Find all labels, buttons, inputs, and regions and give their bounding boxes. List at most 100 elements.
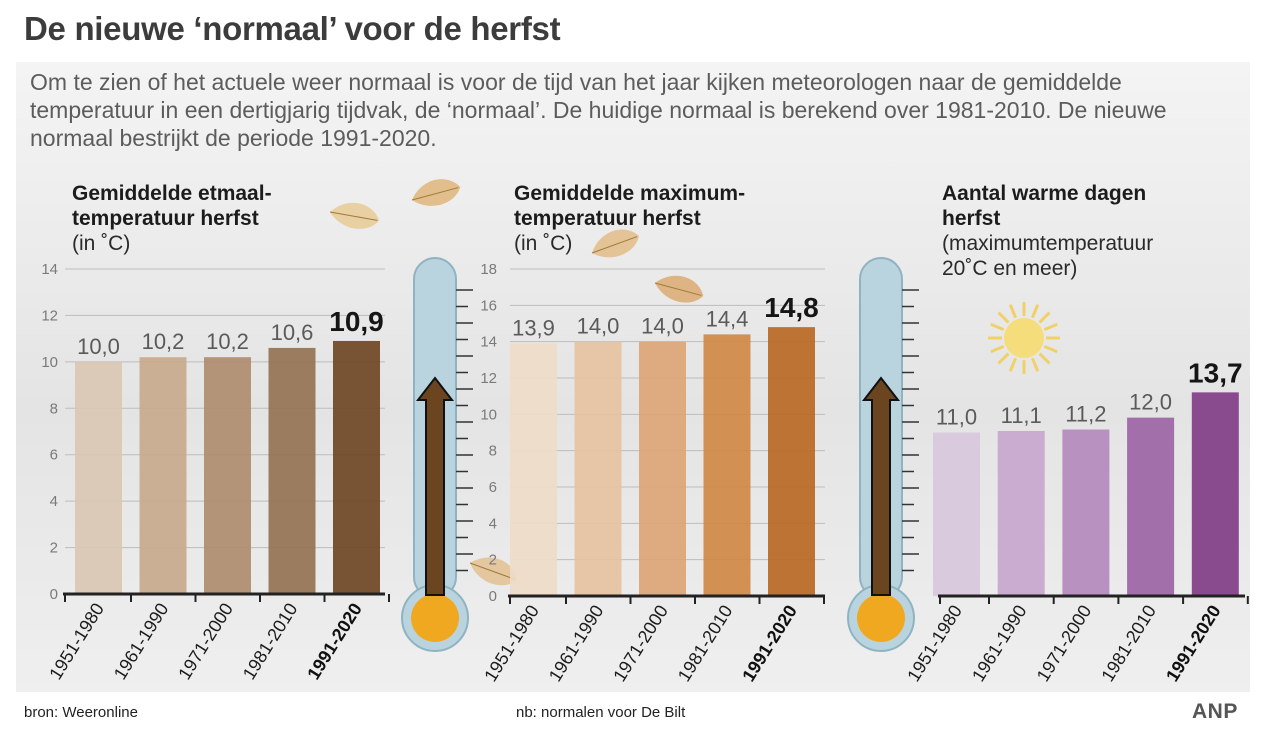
source-note: bron: Weeronline	[24, 704, 138, 721]
y-tick-label: 8	[50, 400, 58, 417]
leaf-icon	[654, 275, 704, 303]
page-title: De nieuwe ‘normaal’ voor de herfst	[24, 10, 561, 47]
y-tick-label: 10	[41, 354, 58, 371]
bar	[1191, 392, 1239, 596]
chart-title-line: Aantal warme dagen	[942, 182, 1146, 205]
chart-warme-dagen: Aantal warme dagenherfst(maximumtemperat…	[903, 182, 1249, 686]
data-label: 13,7	[1188, 357, 1243, 388]
category-label: 1991-2020	[1162, 602, 1225, 686]
sun-ray	[997, 311, 1010, 324]
chart-title-line: Gemiddelde etmaal-	[72, 182, 272, 205]
bar	[574, 341, 622, 596]
leaf-vein	[654, 282, 702, 296]
data-label: 10,2	[206, 329, 249, 354]
y-tick-label: 4	[489, 515, 497, 532]
category-label: 1991-2020	[303, 600, 366, 684]
leaf-icon	[469, 557, 517, 586]
bar	[1062, 429, 1110, 596]
bar	[139, 357, 187, 594]
sun-icon	[988, 302, 1060, 374]
data-label: 12,0	[1129, 390, 1172, 415]
chart-maximum-temperatuur: Gemiddelde maximum-temperatuur herfst(in…	[480, 182, 825, 685]
y-tick-label: 10	[480, 406, 497, 423]
data-label: 10,2	[142, 329, 185, 354]
thermometer-icon	[401, 257, 473, 652]
footnote: nb: normalen voor De Bilt	[516, 704, 686, 721]
leaf-shape	[330, 202, 380, 229]
chart-subtitle-line: 20˚C en meer)	[942, 257, 1077, 280]
category-label: 1961-1990	[545, 602, 608, 686]
data-label: 14,0	[577, 314, 620, 339]
sun-ray	[1008, 304, 1017, 319]
bar	[268, 347, 316, 594]
sun-ray	[1031, 304, 1040, 319]
y-tick-label: 2	[50, 540, 58, 557]
data-label: 13,9	[512, 315, 555, 340]
leaf-icon	[591, 229, 639, 258]
y-tick-label: 0	[50, 586, 58, 603]
thermometer-bulb-fill	[411, 594, 459, 642]
bar	[1127, 417, 1175, 596]
category-label: 1971-2000	[174, 600, 237, 684]
sun-ray	[1031, 357, 1040, 372]
category-label: 1951-1980	[45, 600, 108, 684]
category-label: 1961-1990	[110, 600, 173, 684]
arrow-up-icon	[415, 376, 455, 596]
sun-ray	[990, 322, 1005, 331]
bar	[933, 432, 980, 596]
category-label: 1991-2020	[738, 602, 801, 686]
sun-disc	[1004, 318, 1044, 358]
category-label: 1981-2010	[674, 602, 737, 686]
leaf-vein	[591, 236, 638, 254]
data-label: 10,6	[271, 320, 314, 345]
sun-ray	[1043, 322, 1058, 331]
thermometer-icon	[847, 257, 919, 652]
y-tick-label: 14	[480, 334, 497, 351]
sun-ray	[1008, 357, 1017, 372]
y-tick-label: 12	[41, 307, 58, 324]
leaf-icon	[411, 179, 461, 206]
chart-title-line: temperatuur herfst	[514, 207, 701, 230]
chart-subtitle-line: (in ˚C)	[72, 232, 130, 255]
data-label: 11,0	[936, 405, 977, 430]
sun-ray	[1038, 352, 1051, 365]
arrow-up-icon	[861, 376, 901, 596]
leaf-vein	[411, 187, 459, 201]
category-label: 1971-2000	[609, 602, 672, 686]
y-tick-label: 2	[489, 552, 497, 569]
y-tick-label: 14	[41, 261, 58, 278]
data-label: 10,0	[77, 334, 120, 359]
anp-logo: ANP	[1192, 700, 1238, 723]
chart-etmaal-temperatuur: Gemiddelde etmaal-temperatuur herfst(in …	[41, 182, 390, 684]
chart-subtitle-line: (in ˚C)	[514, 232, 572, 255]
bar	[703, 334, 751, 596]
leaf-vein	[329, 211, 378, 221]
y-tick-label: 16	[480, 297, 497, 314]
chart-subtitle-line: (maximumtemperatuur	[942, 232, 1153, 255]
bar	[768, 327, 815, 596]
bar	[639, 341, 686, 596]
data-label: 10,9	[329, 306, 384, 337]
bar	[204, 357, 251, 594]
bar	[333, 340, 380, 594]
category-label: 1961-1990	[968, 602, 1031, 686]
chart-title-line: herfst	[942, 207, 1000, 230]
thermometer-bulb-fill	[857, 594, 905, 642]
data-label: 14,0	[641, 314, 684, 339]
y-tick-label: 4	[50, 493, 58, 510]
leaf-shape	[412, 179, 461, 206]
data-label: 11,1	[1001, 403, 1042, 428]
sun-ray	[997, 352, 1010, 365]
sun-ray	[990, 345, 1005, 354]
category-label: 1971-2000	[1033, 602, 1096, 686]
leaf-shape	[592, 229, 639, 258]
data-label: 14,4	[706, 306, 749, 331]
chart-title-line: temperatuur herfst	[72, 207, 259, 230]
bar	[510, 343, 557, 596]
decorations	[329, 179, 1060, 652]
y-tick-label: 6	[50, 447, 58, 464]
y-tick-label: 0	[489, 588, 497, 605]
category-label: 1981-2010	[1097, 602, 1160, 686]
leaf-shape	[655, 275, 704, 303]
